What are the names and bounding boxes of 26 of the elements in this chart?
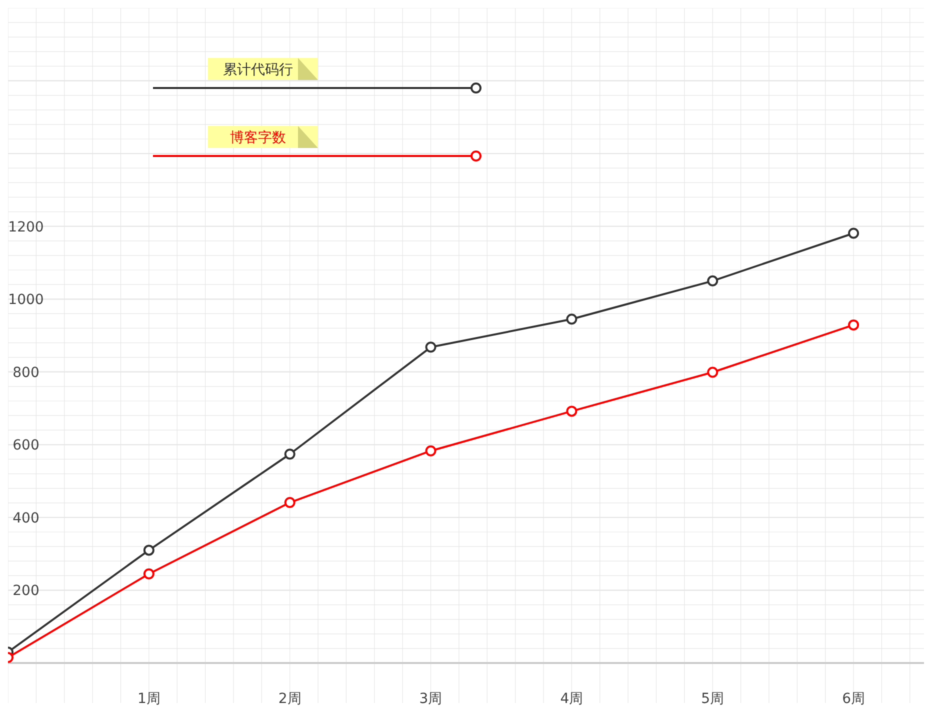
x-tick-label: 1周 — [137, 691, 160, 707]
y-tick-label: 600 — [12, 438, 40, 454]
text: 博客字数 — [230, 130, 286, 146]
point — [425, 342, 436, 353]
x-tick-label: 6周 — [842, 691, 865, 707]
y-tick-label: 1000 — [8, 292, 44, 308]
y-tick-label: 200 — [12, 583, 40, 600]
point — [566, 314, 578, 325]
point — [284, 448, 296, 460]
point — [143, 544, 154, 556]
point — [707, 366, 718, 378]
point — [425, 445, 436, 456]
y-tick-label: 1200 — [8, 219, 44, 236]
x-tick-label: 3周 — [419, 691, 442, 707]
point — [143, 568, 154, 580]
x-tick-label: 2周 — [278, 691, 302, 707]
point — [566, 406, 578, 417]
x-tick-label: 5周 — [701, 691, 724, 707]
point — [848, 228, 860, 239]
y-tick-label: 400 — [12, 510, 40, 526]
point — [707, 275, 718, 286]
point — [284, 497, 296, 508]
point — [848, 319, 860, 330]
y-tick-label: 800 — [12, 364, 40, 381]
text: 累计代码行 — [223, 62, 293, 78]
x-tick-label: 4周 — [560, 691, 584, 707]
